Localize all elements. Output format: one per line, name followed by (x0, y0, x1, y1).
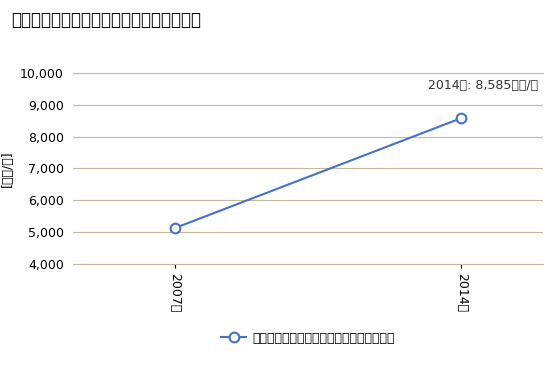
卸売業の従業者一人当たり年間商品販売額 (172, 226, 179, 230)
Line: 卸売業の従業者一人当たり年間商品販売額: 卸売業の従業者一人当たり年間商品販売額 (170, 113, 466, 233)
Text: 2014年: 8,585万円/人: 2014年: 8,585万円/人 (428, 79, 539, 92)
Text: 卸売業の従業者一人当たり年間商品販売額: 卸売業の従業者一人当たり年間商品販売額 (11, 11, 201, 29)
Y-axis label: [万円/人]: [万円/人] (1, 150, 15, 187)
Legend: 卸売業の従業者一人当たり年間商品販売額: 卸売業の従業者一人当たり年間商品販売額 (216, 327, 400, 350)
卸売業の従業者一人当たり年間商品販売額 (458, 116, 465, 120)
